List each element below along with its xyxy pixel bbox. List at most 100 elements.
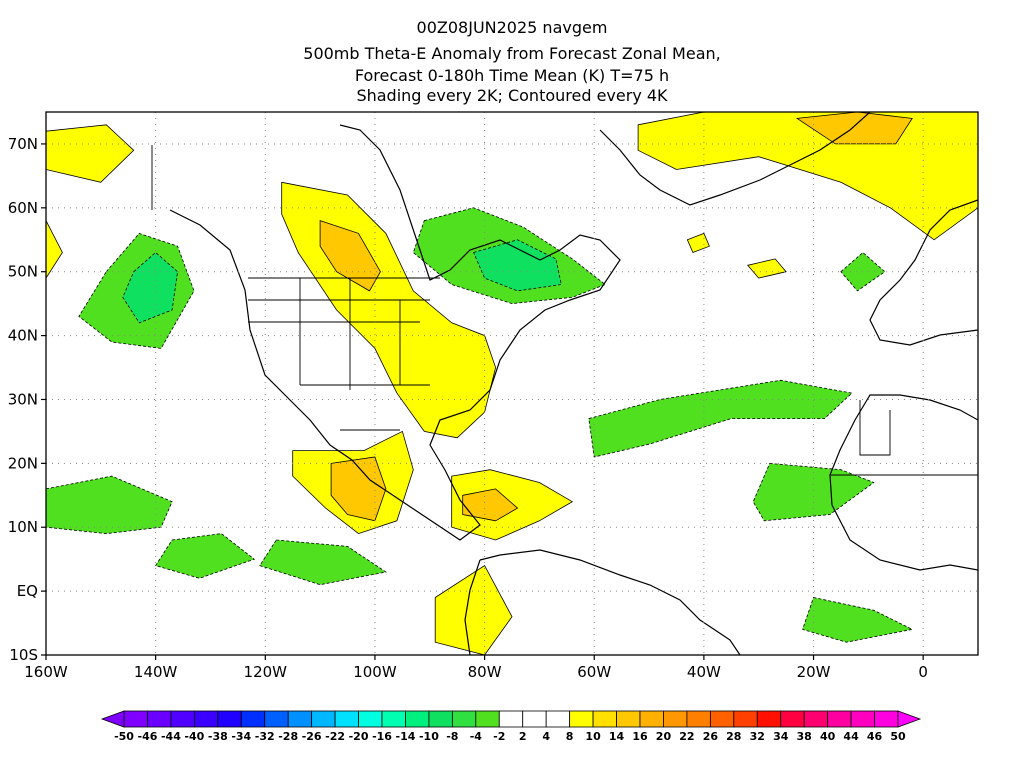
colorbar-label: -50 [114, 730, 134, 743]
colorbar-label: -22 [325, 730, 345, 743]
colorbar-label: -38 [208, 730, 228, 743]
anomaly-region-yellow [46, 124, 135, 183]
anomaly-region-yellow [46, 220, 63, 279]
lat-tick-label: 70N [8, 135, 38, 153]
colorbar-swatch [850, 710, 875, 728]
colorbar-label: -40 [184, 730, 204, 743]
colorbar-label: 46 [867, 730, 883, 743]
map-title-line-2: 500mb Theta-E Anomaly from Forecast Zona… [303, 44, 721, 63]
lon-tick-label: 80W [468, 663, 502, 681]
lat-tick-label: 30N [8, 390, 38, 408]
colorbar-label: 26 [703, 730, 719, 743]
colorbar-label: -14 [396, 730, 416, 743]
longitude-axis: 160W 140W 120W 100W 80W 60W 40W 20W 0 [24, 655, 928, 681]
colorbar-label: -20 [349, 730, 369, 743]
colorbar-swatch [616, 710, 641, 728]
north-america-coastline [169, 124, 621, 541]
anomaly-region-green [802, 597, 914, 643]
colorbar-label: 16 [632, 730, 648, 743]
graticule [46, 112, 978, 655]
lon-tick-label: 60W [577, 663, 611, 681]
lon-tick-label: 120W [244, 663, 288, 681]
colorbar-swatch [381, 710, 406, 728]
colorbar-swatch [475, 710, 500, 728]
colorbar-label: 14 [609, 730, 625, 743]
colorbar-swatch [287, 710, 313, 728]
colorbar-label: 2 [519, 730, 527, 743]
colorbar-label: 10 [585, 730, 601, 743]
map-title-line-3: Forecast 0-180h Time Mean (K) T=75 h [354, 66, 670, 85]
colorbar-swatch [592, 710, 617, 728]
map-frame [45, 111, 979, 656]
colorbar-swatch [827, 710, 852, 728]
anomaly-region-green2 [122, 251, 179, 324]
colorbar-swatch [874, 710, 899, 728]
colorbar-label: 40 [820, 730, 836, 743]
anomaly-region-yellow [746, 258, 787, 279]
colorbar-swatch [803, 710, 829, 728]
colorbar-swatch [193, 710, 219, 728]
colorbar-swatch [428, 710, 453, 728]
colorbar-swatch [264, 710, 289, 728]
anomaly-region-orange [795, 112, 913, 145]
colorbar-swatch [451, 710, 477, 728]
colorbar-swatch [756, 710, 782, 728]
anomaly-region-orange [319, 220, 381, 292]
anomaly-shading [46, 112, 978, 655]
colorbar-swatch [311, 710, 336, 728]
colorbar-label: -44 [161, 730, 181, 743]
lon-tick-label: 100W [353, 663, 397, 681]
colorbar-label: -32 [255, 730, 275, 743]
colorbar-label: 22 [679, 730, 694, 743]
europe-coastline [869, 199, 978, 346]
anomaly-region-green2 [473, 239, 562, 292]
colorbar-label: -8 [446, 730, 458, 743]
colorbar-label: -26 [302, 730, 322, 743]
colorbar-swatch [569, 710, 594, 728]
colorbar-swatch [358, 710, 383, 728]
colorbar-swatch [709, 710, 735, 728]
colorbar-label: -16 [372, 730, 392, 743]
anomaly-region-green [259, 539, 387, 586]
colorbar-swatch [733, 710, 758, 728]
anomaly-region-green [752, 462, 875, 522]
south-america-coastline [464, 549, 741, 655]
lat-tick-label: 50N [8, 263, 38, 281]
lon-tick-label: 40W [687, 663, 721, 681]
coastlines [151, 112, 978, 655]
lat-tick-label: 10N [8, 518, 38, 536]
colorbar-swatch [240, 710, 266, 728]
colorbar-swatch [780, 710, 805, 728]
lon-tick-label: 0 [918, 663, 928, 681]
colorbar-label: 8 [566, 730, 574, 743]
colorbar-label: -4 [470, 730, 483, 743]
colorbar-swatch [334, 710, 359, 728]
colorbar-label: 4 [542, 730, 550, 743]
colorbar-label: 34 [773, 730, 789, 743]
colorbar: -50 -46 -44 -40 -38 -34 -32 -28 -26 -22 -20 -16 -14-… [100, 710, 922, 743]
lat-tick-label: 60N [8, 199, 38, 217]
colorbar-label: 38 [797, 730, 812, 743]
latitude-axis: 70N 60N 50N 40N 30N 20N 10N EQ 10S [8, 135, 46, 664]
anomaly-region-green [588, 379, 853, 458]
colorbar-label: 44 [843, 730, 859, 743]
colorbar-swatch [522, 710, 547, 728]
colorbar-swatch [147, 710, 172, 728]
colorbar-low-arrow [100, 710, 125, 728]
colorbar-label: -28 [278, 730, 298, 743]
lat-tick-label: EQ [17, 582, 38, 600]
colorbar-label: -46 [138, 730, 158, 743]
colorbar-label: 20 [656, 730, 672, 743]
anomaly-region-green [154, 533, 256, 579]
map-title-line-4: Shading every 2K; Contoured every 4K [356, 86, 668, 105]
lon-tick-label: 160W [24, 663, 68, 681]
lat-tick-label: 10S [9, 646, 38, 664]
colorbar-swatch [545, 710, 571, 728]
colorbar-label: -10 [419, 730, 439, 743]
political-borders [151, 145, 978, 476]
colorbar-label: -2 [493, 730, 505, 743]
colorbar-swatch [498, 710, 524, 728]
colorbar-high-arrow [897, 710, 922, 728]
map-title-line-1: 00Z08JUN2025 navgem [416, 18, 608, 37]
